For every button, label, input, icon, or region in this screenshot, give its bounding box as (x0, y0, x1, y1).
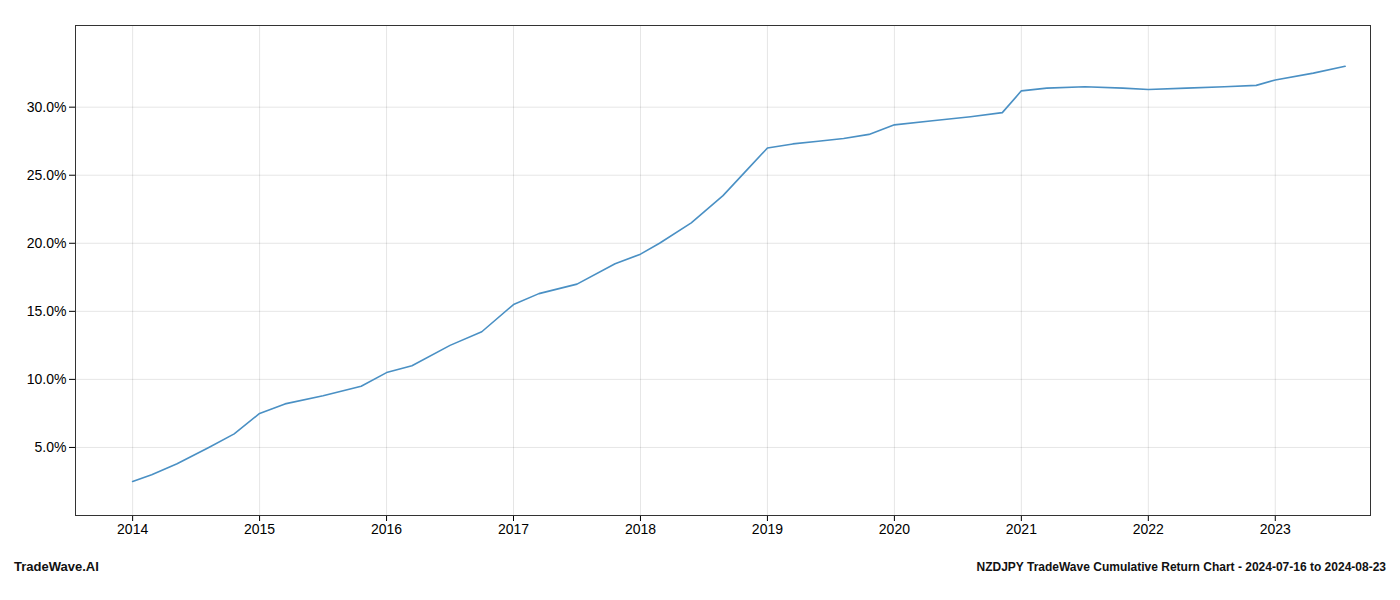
svg-text:2017: 2017 (498, 521, 529, 537)
svg-text:10.0%: 10.0% (27, 371, 67, 387)
svg-text:25.0%: 25.0% (27, 167, 67, 183)
svg-text:2016: 2016 (371, 521, 402, 537)
svg-text:2019: 2019 (752, 521, 783, 537)
svg-text:2023: 2023 (1260, 521, 1291, 537)
svg-text:2018: 2018 (625, 521, 656, 537)
svg-text:2022: 2022 (1133, 521, 1164, 537)
svg-text:5.0%: 5.0% (35, 439, 67, 455)
svg-text:20.0%: 20.0% (27, 235, 67, 251)
svg-text:2014: 2014 (117, 521, 148, 537)
svg-text:2021: 2021 (1006, 521, 1037, 537)
svg-text:30.0%: 30.0% (27, 99, 67, 115)
svg-text:15.0%: 15.0% (27, 303, 67, 319)
html-text:NZDJPY TradeWave Cumulative Re: NZDJPY TradeWave Cumulative Return Chart… (976, 560, 1386, 574)
svg-text:2020: 2020 (879, 521, 910, 537)
html-text:TradeWave.AI: TradeWave.AI (14, 559, 99, 574)
svg-text:2015: 2015 (244, 521, 275, 537)
